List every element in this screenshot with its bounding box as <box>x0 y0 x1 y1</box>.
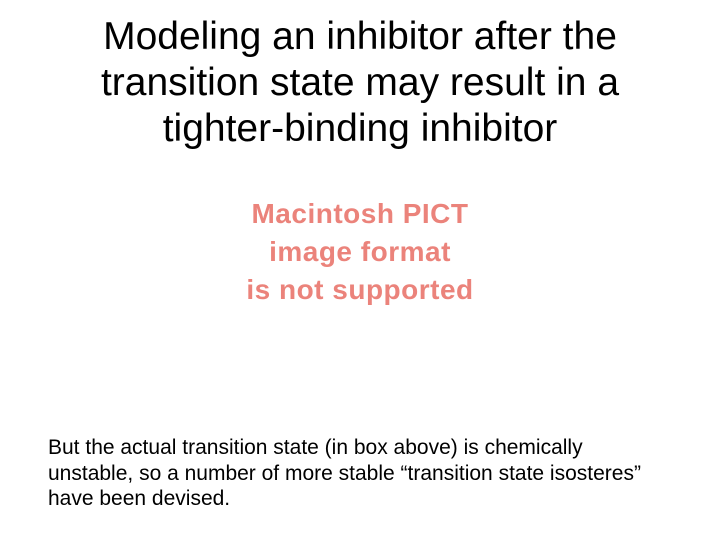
body-text: But the actual transition state (in box … <box>48 435 660 512</box>
placeholder-line-2: image format <box>0 233 720 271</box>
slide-title: Modeling an inhibitor after the transiti… <box>40 14 680 152</box>
slide: Modeling an inhibitor after the transiti… <box>0 0 720 540</box>
placeholder-line-3: is not supported <box>0 271 720 309</box>
image-placeholder: Macintosh PICT image format is not suppo… <box>0 195 720 308</box>
placeholder-line-1: Macintosh PICT <box>0 195 720 233</box>
